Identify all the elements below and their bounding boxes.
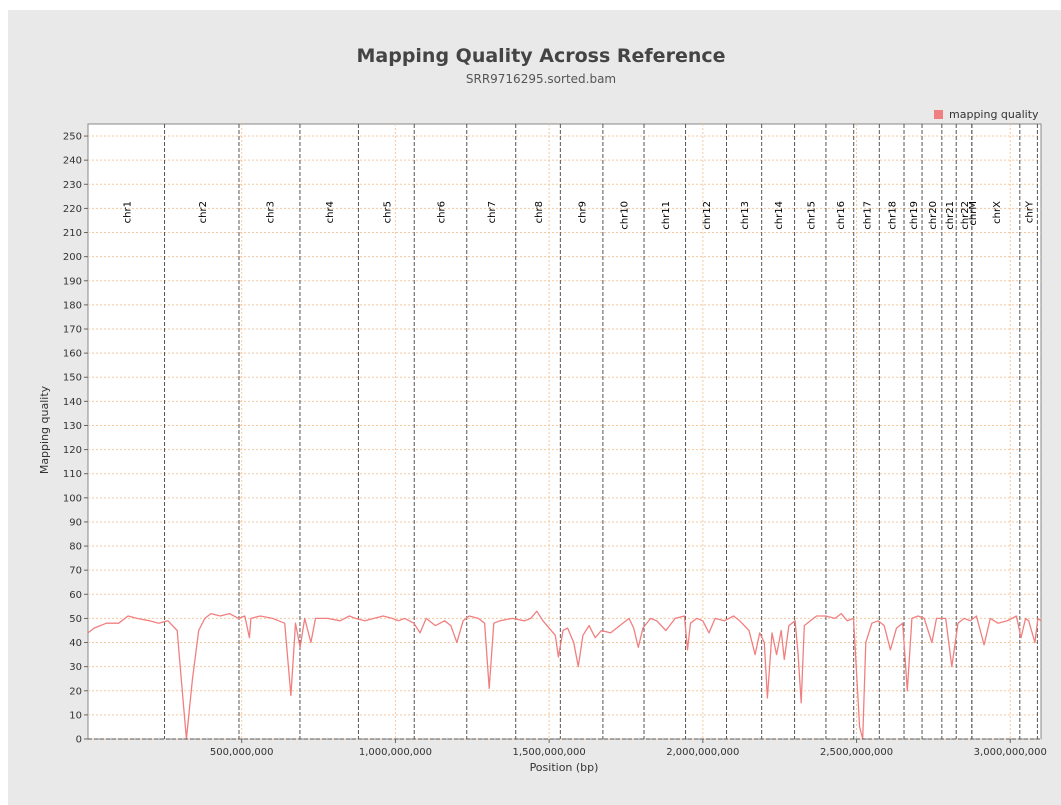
chart-title: Mapping Quality Across Reference [356,45,725,67]
chromosome-label-chr12: chr12 [702,201,713,230]
y-tick-label: 70 [69,566,82,577]
y-tick-label: 150 [63,373,82,384]
y-tick-label: 240 [63,156,82,167]
chromosome-label-chr3: chr3 [265,201,276,223]
plot-area [87,123,1042,740]
chromosome-label-chrX: chrX [992,201,1003,224]
y-tick-label: 40 [69,638,82,649]
y-tick-label: 210 [63,228,82,239]
y-tick-label: 30 [69,662,82,673]
y-tick-label: 190 [63,276,82,287]
chromosome-label-chr14: chr14 [774,201,785,230]
chromosome-label-chr20: chr20 [928,201,939,230]
mapping-quality-chart: Mapping Quality Across Reference SRR9716… [38,45,1047,774]
series-mapping-quality [87,610,1042,740]
chromosome-label-chr21: chr21 [945,201,956,230]
y-tick-label: 50 [69,614,82,625]
y-tick-label: 100 [63,493,82,504]
y-tick-label: 0 [76,735,82,746]
y-tick-label: 230 [63,180,82,191]
y-tick-label: 160 [63,349,82,360]
y-tick-label: 200 [63,252,82,263]
chromosome-label-chr5: chr5 [382,201,393,223]
y-tick-label: 170 [63,325,82,336]
chromosome-label-chrY: chrY [1025,200,1036,223]
chromosome-label-chr16: chr16 [836,201,847,230]
y-tick-label: 90 [69,517,82,528]
chromosome-label-chr22: chr22 [960,201,971,230]
y-tick-label: 80 [69,542,82,553]
x-tick-label: 1,500,000,000 [513,747,586,758]
legend: mapping quality [934,108,1039,121]
chromosome-label-chr19: chr19 [909,201,920,230]
y-tick-label: 20 [69,686,82,697]
chromosome-label-chr10: chr10 [619,201,630,230]
y-axis-ticks: 0 10 20 30 40 50 60 70 80 90 100 110 120 130 140 150 160… [63,132,88,746]
chromosome-label-chr4: chr4 [325,201,336,223]
chromosome-boundaries [164,124,1038,739]
chromosome-labels: chr1 chr2 chr3 chr4 chr5 chr6 chr7 chr8 chr9 chr1… [122,200,1035,230]
chromosome-label-chr17: chr17 [863,201,874,230]
chromosome-label-chr9: chr9 [578,201,589,223]
y-tick-label: 110 [63,469,82,480]
chromosome-label-chr13: chr13 [740,201,751,230]
legend-swatch [934,110,943,119]
y-tick-label: 180 [63,300,82,311]
x-tick-label: 1,000,000,000 [359,747,432,758]
x-tick-label: 3,000,000,000 [974,747,1047,758]
y-tick-label: 130 [63,421,82,432]
y-tick-label: 140 [63,397,82,408]
chromosome-label-chr11: chr11 [661,201,672,230]
x-axis-label: Position (bp) [530,761,599,774]
y-tick-label: 10 [69,710,82,721]
y-tick-label: 60 [69,590,82,601]
chromosome-label-chr6: chr6 [436,201,447,223]
y-axis-label: Mapping quality [38,385,51,474]
chromosome-label-chr1: chr1 [122,201,133,223]
chromosome-label-chr2: chr2 [198,201,209,223]
x-axis-ticks: 500,000,000 1,000,000,000 1,500,000,000 2,0… [210,739,1047,758]
chromosome-label-chr18: chr18 [888,201,899,230]
x-tick-label: 2,500,000,000 [820,747,893,758]
chart-subtitle: SRR9716295.sorted.bam [466,72,616,86]
chromosome-label-chrM: chrM [968,201,979,226]
legend-label-mapping-quality: mapping quality [949,108,1039,121]
y-tick-label: 120 [63,445,82,456]
x-tick-label: 2,000,000,000 [666,747,739,758]
chromosome-label-chr15: chr15 [806,201,817,230]
x-tick-label: 500,000,000 [210,747,274,758]
y-tick-label: 250 [63,132,82,143]
series-line-mapping-quality [87,610,1042,740]
y-tick-label: 220 [63,204,82,215]
chart-panel: Mapping Quality Across Reference SRR9716… [8,10,1061,805]
chromosome-label-chr7: chr7 [487,201,498,223]
chromosome-label-chr8: chr8 [534,201,545,223]
